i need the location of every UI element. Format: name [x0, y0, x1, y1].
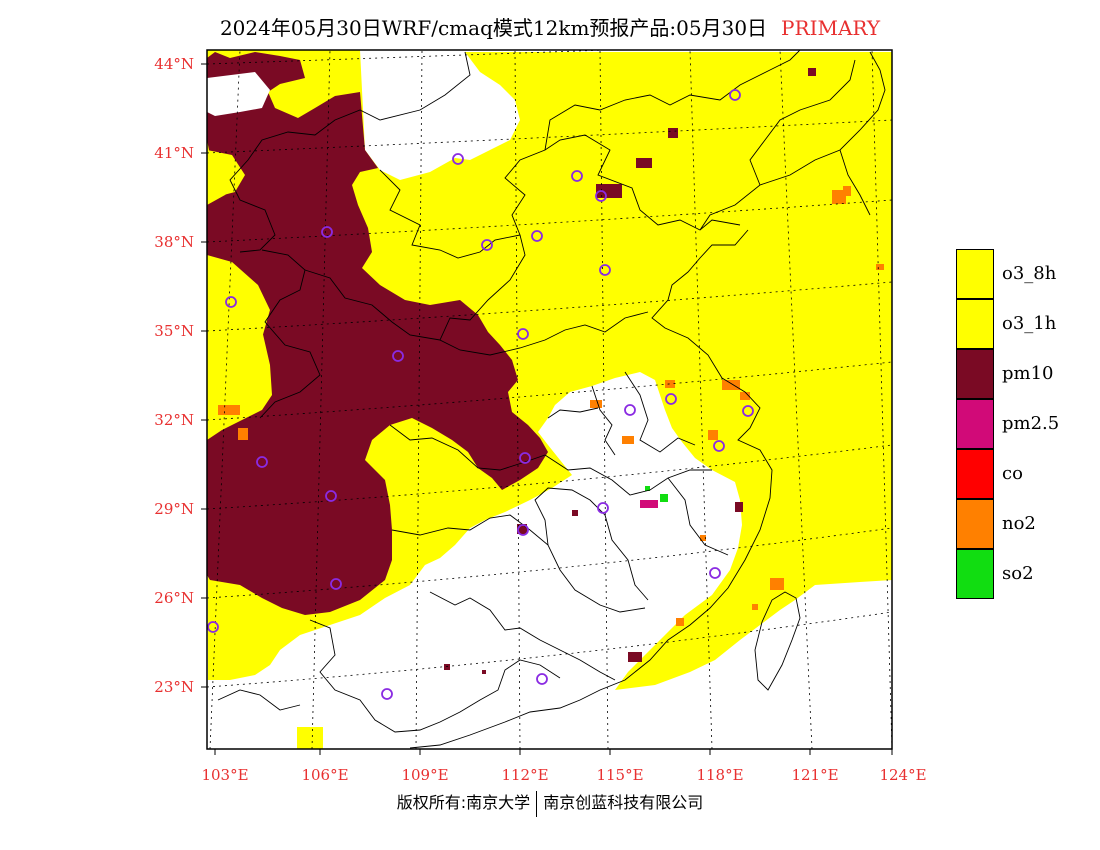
lat-label-26: 26°N: [154, 589, 194, 607]
copyright-footer: 版权所有:南京大学 南京创蓝科技有限公司: [0, 789, 1100, 817]
copyright-left: 版权所有:南京大学: [396, 793, 531, 812]
legend-label: pm10: [1002, 363, 1054, 384]
lat-label-38: 38°N: [154, 233, 194, 251]
lon-label-109: 109°E: [401, 766, 449, 784]
pm10-specks: [380, 68, 816, 674]
primary-tag: PRIMARY: [781, 16, 881, 40]
legend-label: o3_1h: [1002, 313, 1057, 334]
lat-label-44: 44°N: [154, 55, 194, 73]
footer-divider: [536, 790, 538, 817]
pm10-region: [207, 52, 548, 615]
boundaries: [217, 50, 886, 749]
lon-label-124: 124°E: [879, 766, 927, 784]
no2-specks: [218, 186, 884, 626]
so2-speck: [660, 494, 668, 502]
lon-label-103: 103°E: [201, 766, 249, 784]
map-field: [207, 50, 892, 749]
pm25-speck: [640, 500, 658, 508]
lat-label-23: 23°N: [154, 678, 194, 696]
legend-swatch: [956, 449, 994, 499]
legend-label: no2: [1002, 513, 1036, 534]
lon-label-112: 112°E: [501, 766, 549, 784]
lon-label-118: 118°E: [696, 766, 744, 784]
legend-label: co: [1002, 463, 1023, 484]
legend-swatch: [956, 299, 994, 349]
axis-ticks: [201, 63, 893, 755]
legend-label: o3_8h: [1002, 263, 1057, 284]
lon-label-106: 106°E: [301, 766, 349, 784]
legend-swatch: [956, 349, 994, 399]
lat-label-35: 35°N: [154, 322, 194, 340]
lat-label-29: 29°N: [154, 500, 194, 518]
title-text: 2024年05月30日WRF/cmaq模式12km预报产品:05月30日: [219, 16, 768, 40]
legend-swatch: [956, 249, 994, 299]
legend-label: so2: [1002, 563, 1034, 584]
station-markers: [207, 89, 754, 700]
graticule: [207, 50, 892, 749]
map-frame: [206, 49, 893, 750]
legend-swatch: [956, 399, 994, 449]
lat-label-41: 41°N: [154, 144, 194, 162]
legend-label: pm2.5: [1002, 413, 1060, 434]
lon-label-121: 121°E: [791, 766, 839, 784]
lat-label-32: 32°N: [154, 411, 194, 429]
legend-swatch: [956, 499, 994, 549]
map-title: 2024年05月30日WRF/cmaq模式12km预报产品:05月30日 PRIM…: [0, 12, 1100, 41]
copyright-right: 南京创蓝科技有限公司: [543, 793, 704, 812]
legend-swatch: [956, 549, 994, 599]
lon-label-115: 115°E: [596, 766, 644, 784]
